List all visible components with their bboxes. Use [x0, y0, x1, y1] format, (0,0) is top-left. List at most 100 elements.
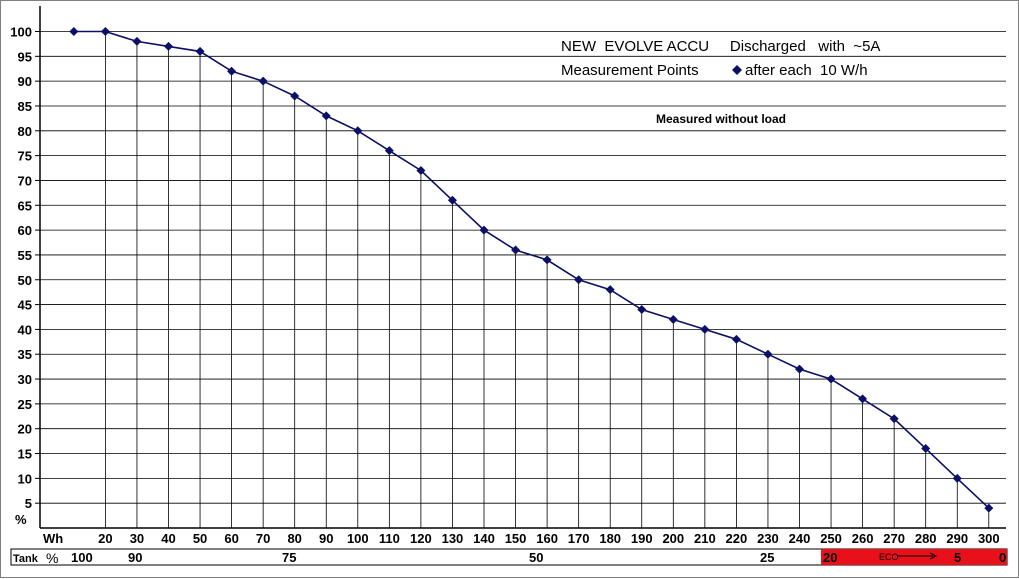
y-tick-label: 5: [25, 496, 32, 511]
x-tick-label: 240: [789, 531, 811, 546]
x-tick-label: 150: [505, 531, 527, 546]
y-tick-label: 15: [18, 447, 32, 462]
x-tick-label: 60: [224, 531, 238, 546]
x-tick-label: 120: [410, 531, 432, 546]
data-point-marker: [542, 255, 552, 265]
y-tick-label: 10: [18, 471, 32, 486]
y-tick-label: 35: [18, 347, 32, 362]
data-point-marker: [826, 374, 836, 384]
x-tick-label: 260: [852, 531, 874, 546]
x-tick-label: 300: [978, 531, 1000, 546]
x-tick-label: 130: [442, 531, 464, 546]
y-tick-label: 95: [18, 49, 32, 64]
x-tick-label: 210: [694, 531, 716, 546]
x-tick-label: 270: [883, 531, 905, 546]
x-tick-label: 110: [379, 531, 400, 546]
y-tick-label: 55: [18, 248, 32, 263]
x-tick-label: 230: [757, 531, 779, 546]
data-point-marker: [164, 41, 173, 51]
chart-note: Measured without load: [656, 112, 786, 126]
y-tick-label: 20: [18, 422, 32, 437]
tank-value-5: 5: [954, 550, 961, 565]
chart-title-line2-suffix: after each 10 W/h: [745, 62, 868, 79]
eco-label: ECO: [879, 552, 899, 562]
x-tick-label: 50: [193, 531, 207, 546]
data-point-marker: [605, 285, 615, 295]
series-line: [73, 30, 990, 509]
tank-value-20: 20: [823, 550, 837, 565]
data-point-marker: [637, 305, 647, 315]
x-tick-labels: 20 30 40 50 60 70 80 90 100 110 120 130 140 150 160 170…: [98, 531, 999, 546]
tank-value-100: 100: [71, 550, 93, 565]
x-tick-label: 20: [98, 531, 112, 546]
y-tick-label: 90: [18, 74, 32, 89]
data-point-marker: [195, 46, 205, 56]
x-tick-label: 70: [256, 531, 270, 546]
x-tick-label: 280: [915, 531, 937, 546]
x-tick-label: 290: [946, 531, 968, 546]
data-point-marker: [290, 91, 300, 101]
x-tick-label: 220: [726, 531, 748, 546]
data-point-marker: [227, 66, 237, 76]
y-tick-label: 50: [18, 273, 32, 288]
x-tick-label: 190: [631, 531, 653, 546]
data-point-marker: [763, 349, 773, 359]
y-tick-label: 70: [18, 173, 32, 188]
y-tick-label: 65: [18, 198, 32, 213]
x-tick-label: 30: [130, 531, 144, 546]
data-points: [69, 27, 994, 513]
data-point-marker: [858, 394, 868, 404]
data-point-marker: [69, 27, 79, 36]
tank-value-90: 90: [128, 550, 142, 565]
x-tick-label: 160: [536, 531, 558, 546]
y-tick-label: 80: [18, 124, 32, 139]
y-tick-label: 75: [18, 149, 32, 164]
y-tick-labels: 100 95 90 85 80 75 70 65 60 55 50 45 40 35 30 25 20 15 10 5: [10, 25, 32, 512]
data-point-marker: [700, 324, 710, 334]
data-point-marker: [511, 245, 521, 255]
x-tick-label: 170: [568, 531, 590, 546]
y-tick-label: 85: [18, 99, 32, 114]
data-point-marker: [321, 111, 331, 121]
tank-value-50: 50: [529, 550, 543, 565]
y-tick-label: 45: [18, 298, 32, 313]
x-tick-label: 80: [287, 531, 301, 546]
y-tick-label: 30: [18, 372, 32, 387]
data-point-marker: [258, 76, 268, 86]
x-axis-label: Wh: [43, 531, 63, 546]
x-tick-label: 100: [347, 531, 369, 546]
data-point-marker: [731, 334, 741, 344]
tank-value-25: 25: [760, 550, 774, 565]
y-tick-label: 60: [18, 223, 32, 238]
data-point-marker: [100, 27, 110, 36]
x-tick-label: 200: [662, 531, 684, 546]
data-point-marker: [889, 414, 899, 424]
data-point-marker: [353, 126, 363, 136]
data-point-marker: [921, 444, 931, 454]
x-tick-label: 90: [319, 531, 333, 546]
y-tick-label: 40: [18, 322, 32, 337]
data-point-marker: [984, 503, 994, 513]
x-tick-label: 250: [820, 531, 842, 546]
data-point-marker: [384, 146, 394, 156]
y-axis-label: %: [15, 512, 27, 527]
tank-value-0: 0: [999, 550, 1006, 565]
tank-unit: %: [46, 550, 58, 566]
gridlines: [35, 31, 1006, 528]
data-point-marker: [795, 364, 804, 374]
x-tick-label: 40: [161, 531, 175, 546]
data-point-marker: [447, 195, 457, 205]
x-tick-label: 140: [473, 531, 495, 546]
data-point-marker: [668, 314, 678, 324]
y-tick-label: 25: [18, 397, 32, 412]
data-point-marker: [416, 166, 426, 176]
eco-arrow-head-icon: [929, 552, 938, 560]
tank-value-75: 75: [282, 550, 296, 565]
chart-title-line1: NEW EVOLVE ACCU Discharged with ~5A: [561, 38, 880, 55]
legend-diamond-marker: [732, 65, 742, 75]
data-point-marker: [952, 473, 962, 483]
x-tick-label: 180: [599, 531, 621, 546]
y-tick-label: 100: [10, 25, 32, 40]
